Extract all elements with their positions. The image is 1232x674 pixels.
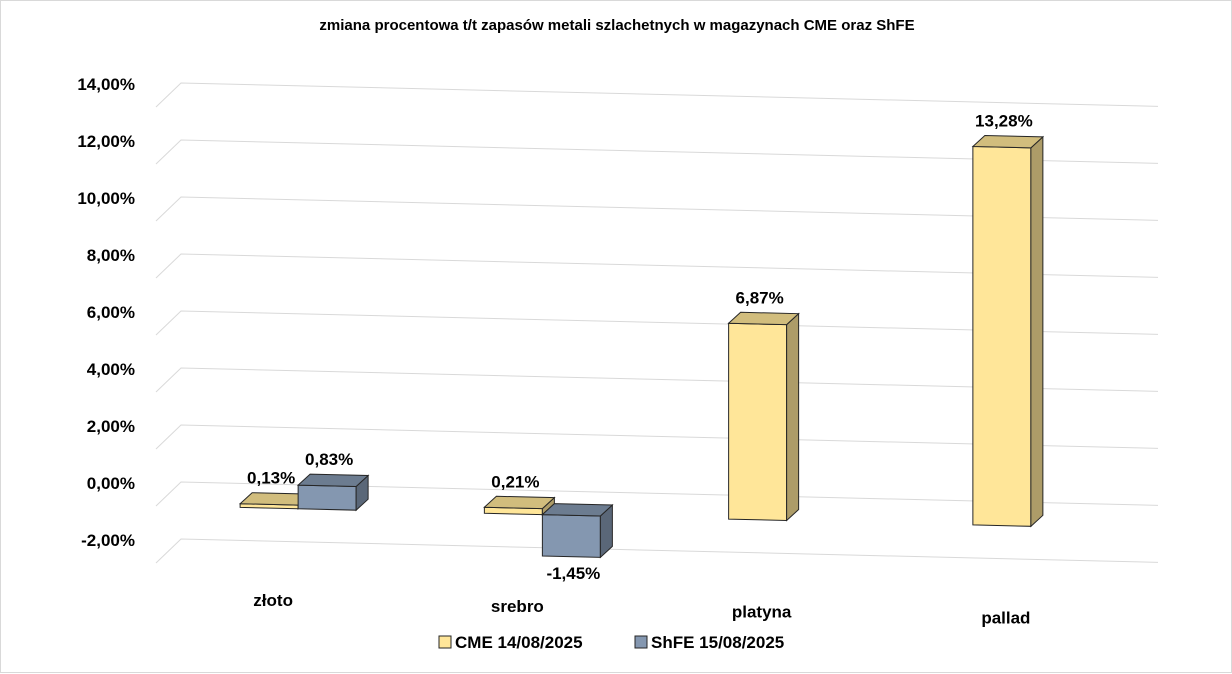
bar-front-face xyxy=(972,145,1032,527)
legend-label: CME 14/08/2025 xyxy=(455,633,583,652)
data-label: 0,21% xyxy=(491,472,539,491)
bar-side-face xyxy=(1030,135,1044,528)
bar-front-face xyxy=(297,484,357,511)
y-tick-label: -2,00% xyxy=(81,531,135,550)
bar xyxy=(727,311,800,522)
gridline xyxy=(155,196,1159,222)
bar-top-face xyxy=(971,134,1045,149)
data-label: 6,87% xyxy=(736,288,784,307)
legend-swatch xyxy=(438,635,452,649)
bar-front-face xyxy=(728,322,788,521)
legend-item: CME 14/08/2025 xyxy=(438,633,583,652)
y-tick-label: 10,00% xyxy=(77,189,135,208)
category-label: pallad xyxy=(981,608,1030,627)
category-label: platyna xyxy=(732,603,792,622)
bar-top-face xyxy=(483,495,556,510)
bar xyxy=(483,495,556,516)
gridlines xyxy=(155,82,1159,564)
data-label: -1,45% xyxy=(546,564,600,583)
gridline xyxy=(155,538,1159,564)
legend-item: ShFE 15/08/2025 xyxy=(634,633,784,652)
category-label: srebro xyxy=(491,597,544,616)
y-axis-tick-labels: -2,00% 0,00% 2,00% 4,00% 6,00% 8,00% 10,00% 12,… xyxy=(77,75,135,550)
bar-side-face xyxy=(786,312,800,522)
gridline xyxy=(155,367,1159,393)
gridline xyxy=(155,310,1159,336)
data-label: 0,13% xyxy=(247,469,295,488)
bar-top-face xyxy=(296,473,370,488)
bar-top-face xyxy=(541,503,614,517)
data-label: 13,28% xyxy=(975,111,1033,130)
data-labels: 0,13% 0,83% 0,21% -1,45% 6,87% 13,28% xyxy=(247,111,1033,583)
data-label: 0,83% xyxy=(305,450,353,469)
bar xyxy=(296,473,370,512)
bar-front-face xyxy=(541,514,601,558)
bar xyxy=(541,503,614,559)
y-tick-label: 4,00% xyxy=(87,360,135,379)
y-tick-label: 2,00% xyxy=(87,417,135,436)
category-label: złoto xyxy=(253,591,293,610)
y-tick-label: 6,00% xyxy=(87,303,135,322)
legend-label: ShFE 15/08/2025 xyxy=(651,633,784,652)
y-tick-label: 8,00% xyxy=(87,246,135,265)
y-tick-label: 0,00% xyxy=(87,474,135,493)
y-tick-label: 14,00% xyxy=(77,75,135,94)
bars xyxy=(238,134,1045,559)
y-tick-label: 12,00% xyxy=(77,132,135,151)
gridline xyxy=(155,424,1159,450)
gridline xyxy=(155,82,1159,108)
bar-top-face xyxy=(727,311,800,326)
legend-swatch xyxy=(634,635,648,649)
gridline xyxy=(155,253,1159,279)
chart-title: zmiana procentowa t/t zapasów metali szl… xyxy=(319,17,914,34)
gridline xyxy=(155,139,1159,165)
category-labels: złoto srebro platyna pallad xyxy=(253,591,1030,628)
legend: CME 14/08/2025 ShFE 15/08/2025 xyxy=(438,633,784,652)
gridline xyxy=(155,481,1159,507)
bar xyxy=(971,134,1045,528)
